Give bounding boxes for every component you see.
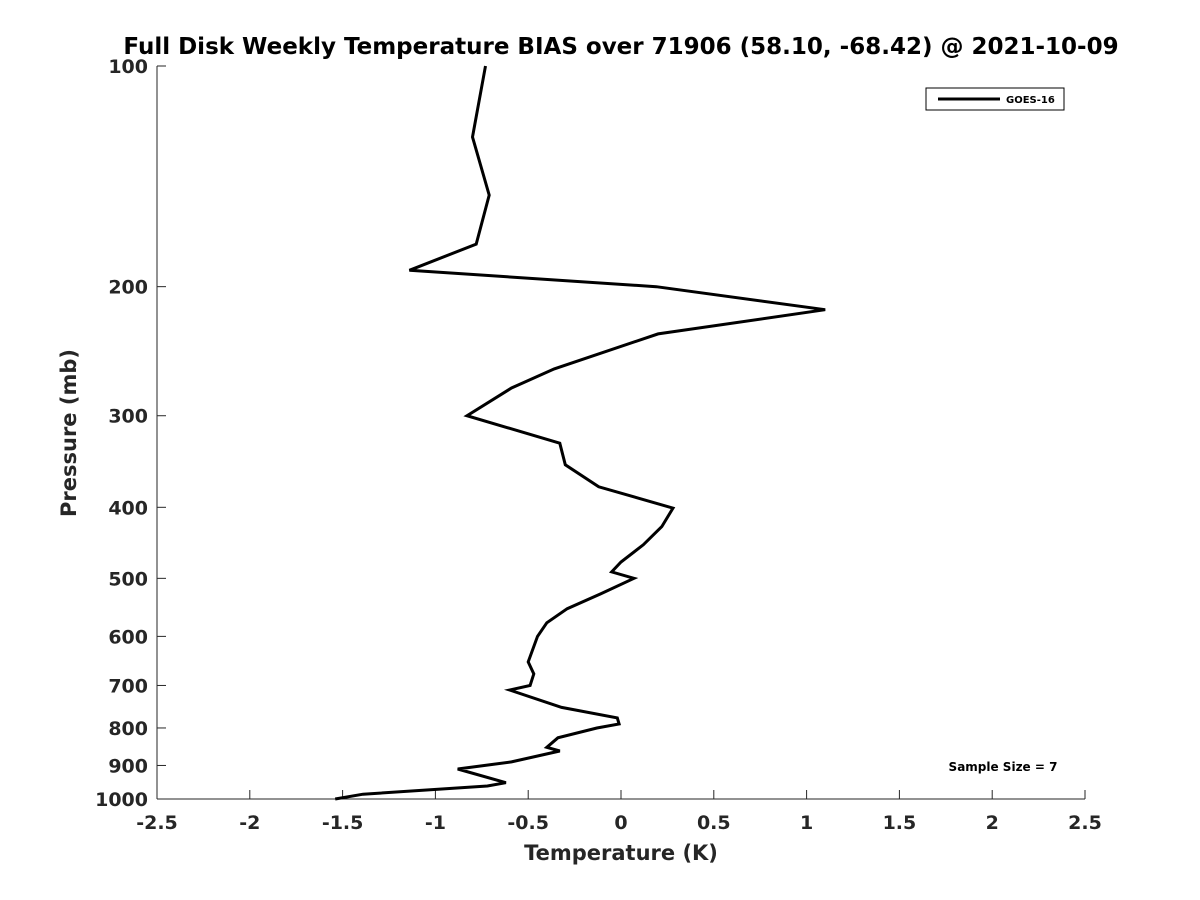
x-tick-label: -1	[425, 812, 446, 834]
chart-title: Full Disk Weekly Temperature BIAS over 7…	[123, 34, 1118, 60]
y-tick-label: 300	[108, 406, 148, 428]
legend-label-goes-16: GOES-16	[1006, 95, 1055, 106]
series-group	[334, 65, 826, 801]
x-tick-label: -1.5	[322, 812, 364, 834]
y-tick-label: 100	[108, 56, 148, 78]
y-tick-label: 600	[108, 626, 148, 648]
y-axis-label: Pressure (mb)	[57, 349, 81, 517]
y-axis: 100 200 300 400 500 600 700 800 900 1000	[95, 56, 166, 811]
y-tick-label: 500	[108, 568, 148, 590]
series-line-goes-16	[334, 65, 826, 801]
y-tick-label: 400	[108, 497, 148, 519]
x-tick-label: 0	[614, 812, 627, 834]
x-tick-label: 1	[800, 812, 813, 834]
sample-size-annotation: Sample Size = 7	[949, 760, 1058, 774]
x-axis: -2.5 -2 -1.5 -1 -0.5 0 0.5 1 1.5 2 2.5	[136, 790, 1102, 834]
y-tick-label: 800	[108, 718, 148, 740]
x-tick-label: -2	[239, 812, 260, 834]
x-tick-label: 2.5	[1068, 812, 1102, 834]
y-tick-label: 200	[108, 277, 148, 299]
x-tick-label: 1.5	[883, 812, 917, 834]
x-axis-label: Temperature (K)	[524, 841, 718, 865]
legend: GOES-16	[925, 87, 1065, 111]
x-tick-label: -0.5	[507, 812, 549, 834]
x-tick-label: 2	[986, 812, 999, 834]
y-tick-label: 1000	[95, 789, 148, 811]
y-tick-label: 700	[108, 675, 148, 697]
x-tick-label: 0.5	[697, 812, 731, 834]
x-tick-label: -2.5	[136, 812, 178, 834]
y-tick-label: 900	[108, 755, 148, 777]
